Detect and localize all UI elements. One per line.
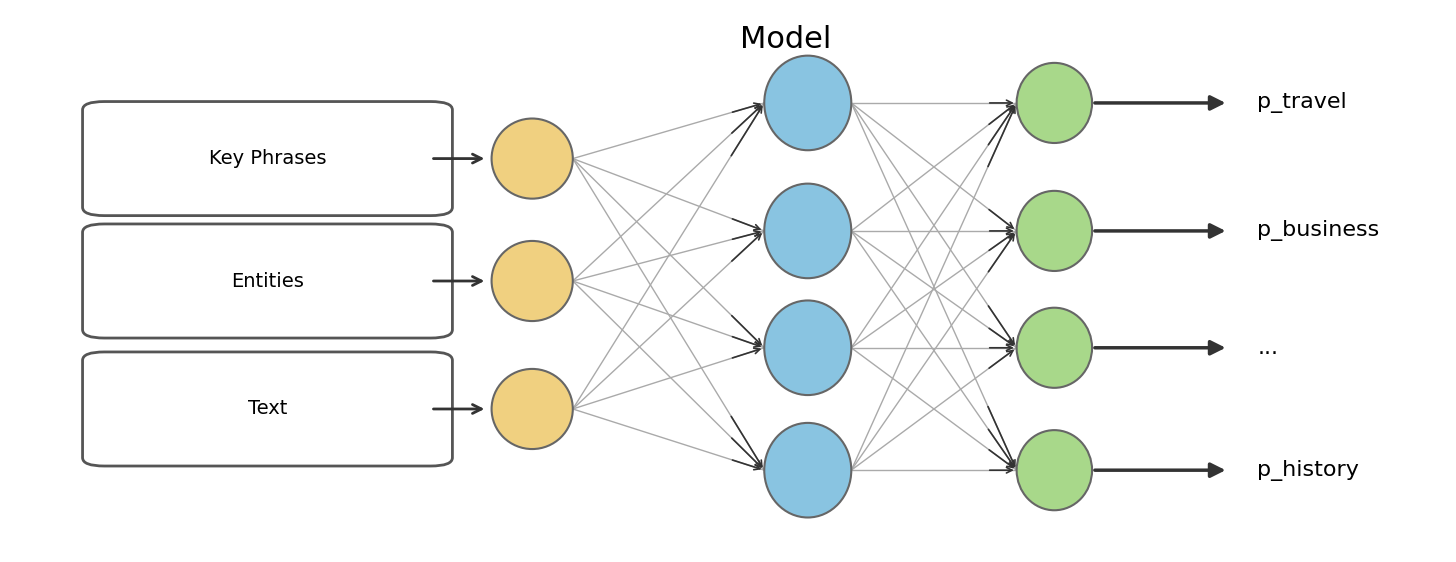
Ellipse shape <box>1016 308 1092 388</box>
Ellipse shape <box>1016 63 1092 143</box>
Text: p_history: p_history <box>1258 460 1360 481</box>
Ellipse shape <box>1016 191 1092 271</box>
FancyBboxPatch shape <box>83 224 453 338</box>
Ellipse shape <box>764 56 852 150</box>
Ellipse shape <box>492 241 572 321</box>
Ellipse shape <box>764 184 852 278</box>
Text: Entities: Entities <box>232 271 304 291</box>
Ellipse shape <box>1016 430 1092 510</box>
Text: Key Phrases: Key Phrases <box>208 149 326 168</box>
Text: Model: Model <box>740 25 831 54</box>
FancyBboxPatch shape <box>83 102 453 216</box>
Text: p_business: p_business <box>1258 220 1380 242</box>
Text: Text: Text <box>248 400 287 419</box>
Text: p_travel: p_travel <box>1258 92 1347 114</box>
FancyBboxPatch shape <box>83 352 453 466</box>
Text: ...: ... <box>1258 338 1278 358</box>
Ellipse shape <box>492 119 572 198</box>
Ellipse shape <box>764 423 852 518</box>
Ellipse shape <box>764 301 852 395</box>
Ellipse shape <box>492 369 572 449</box>
